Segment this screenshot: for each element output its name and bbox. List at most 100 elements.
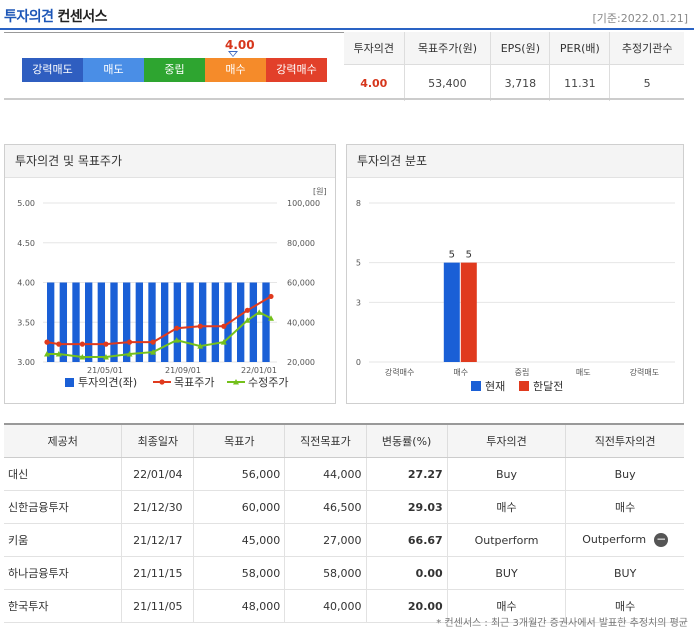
adjusted-price-point [55, 351, 62, 357]
summary-header: 목표주가(원) [403, 32, 491, 65]
table-cell: 27,000 [323, 533, 362, 547]
summary-value: 3,718 [490, 64, 550, 101]
table-cell: BUY [614, 566, 637, 580]
category-label: 중립 [515, 368, 530, 377]
summary-bottom-line [344, 98, 684, 100]
reference-date: [기준:2022.01.21] [592, 12, 688, 25]
table-cell: 58,000 [241, 566, 281, 580]
legend-label: 현재 [485, 380, 505, 393]
summary-value: 53,400 [403, 64, 491, 101]
legend-label: 목표주가 [174, 376, 214, 389]
summary-value: 11.31 [549, 64, 610, 101]
table-row: 대신 22/01/04 56,000 44,000 27.27 Buy Buy [4, 457, 684, 491]
right-tick-label: 60,000 [287, 279, 315, 288]
table-cell: 29.03 [407, 500, 443, 514]
table-cell: 22/01/04 [133, 467, 183, 481]
legend-swatch-bar [65, 378, 74, 387]
title-sub: 컨센서스 [57, 9, 108, 25]
table-cell: Buy [496, 467, 518, 481]
target-price-point [56, 341, 62, 347]
title-main: 투자의견 [4, 9, 54, 25]
opinion-bar [135, 282, 144, 362]
category-label: 강력매도 [630, 367, 659, 377]
adjusted-price-line [47, 311, 272, 359]
opinion-bar [85, 282, 93, 362]
target-price-point [197, 323, 203, 329]
table-cell: Outperform [474, 533, 539, 547]
adjusted-price-point [197, 343, 204, 349]
table-row: 하나금융투자 21/11/15 58,000 58,000 0.00 BUY BUY [4, 556, 684, 590]
bar-value-label: 5 [449, 250, 455, 261]
table-cell: 21/11/05 [133, 599, 183, 613]
legend-marker-price [233, 379, 239, 385]
summary-header: EPS(원) [490, 32, 550, 65]
target-price-point [174, 325, 180, 331]
unit-label: [원] [313, 187, 327, 196]
left-tick-label: 5.00 [17, 199, 35, 208]
legend-label: 투자의견(좌) [78, 376, 137, 389]
table-cell: 20.00 [407, 599, 443, 613]
opinion-bar [199, 282, 207, 362]
detail-header: 투자의견 [446, 423, 566, 458]
summary-value: 5 [609, 64, 684, 101]
opinion-bar [97, 282, 106, 362]
opinion-segment: 강력매도 [22, 58, 83, 82]
table-cell: 60,000 [241, 500, 281, 514]
category-label: 매수 [453, 368, 468, 377]
opinion-target-chart-panel: 투자의견 및 목표주가 5.00 100,000 4.50 80,000 4.00 60,… [4, 144, 336, 404]
table-cell: 매수 [615, 501, 636, 514]
table-cell: 한국투자 [8, 600, 49, 613]
opinion-bar [211, 282, 220, 362]
detail-header: 변동률(%) [365, 423, 448, 458]
opinion-score: 4.00 [225, 38, 255, 52]
legend-label: 한달전 [533, 380, 563, 393]
opinion-bar [249, 282, 258, 362]
adjusted-price-point [150, 349, 157, 355]
table-cell: 0.00 [415, 566, 443, 580]
category-label: 매도 [576, 368, 591, 377]
table-cell: 매수 [496, 501, 517, 514]
table-cell: 21/11/15 [133, 566, 183, 580]
table-cell: 45,000 [241, 533, 281, 547]
table-cell: 신한금융투자 [8, 501, 69, 514]
detail-header: 직전투자의견 [565, 423, 684, 458]
left-tick-label: 4.50 [17, 239, 35, 248]
adjusted-price-point [256, 309, 263, 315]
opinion-bar [237, 282, 245, 362]
table-cell: Outperform [582, 533, 647, 546]
target-price-point [150, 339, 156, 345]
table-cell: 21/12/30 [133, 500, 183, 514]
adjusted-price-point [126, 351, 133, 357]
table-cell: 대신 [8, 468, 29, 481]
detail-header: 목표가 [193, 423, 285, 458]
summary-header: PER(배) [549, 32, 610, 65]
left-tick-label: 4.00 [17, 279, 35, 288]
right-tick-label: 80,000 [287, 239, 315, 248]
opinion-bar [173, 282, 182, 362]
opinion-bar [123, 282, 131, 362]
table-cell: 44,000 [323, 467, 362, 481]
legend-label: 수정주가 [248, 376, 288, 389]
target-price-point [244, 307, 251, 313]
bar-top-line [4, 32, 344, 33]
target-price-point [268, 293, 274, 300]
right-tick-label: 100,000 [287, 199, 320, 208]
target-price-point [79, 341, 85, 347]
table-row: 한국투자 21/11/05 48,000 40,000 20.00 매수 매수 [4, 589, 684, 623]
y-tick-label: 5 [356, 259, 361, 268]
table-cell: 매수 [496, 600, 517, 613]
opinion-bar [262, 282, 270, 362]
table-cell: 66.67 [407, 533, 443, 547]
right-tick-label: 20,000 [287, 358, 315, 367]
summary-value: 4.00 [360, 76, 388, 90]
target-price-point [103, 341, 109, 347]
adjusted-price-point [44, 351, 50, 357]
detail-header: 직전목표가 [284, 423, 367, 458]
table-cell: 21/12/17 [133, 533, 183, 547]
table-cell: 58,000 [323, 566, 362, 580]
opinion-segment: 매도 [83, 58, 144, 82]
left-tick-label: 3.00 [17, 358, 35, 367]
collapse-minus-icon[interactable]: − [654, 532, 669, 547]
table-cell: 매수 [615, 600, 636, 613]
